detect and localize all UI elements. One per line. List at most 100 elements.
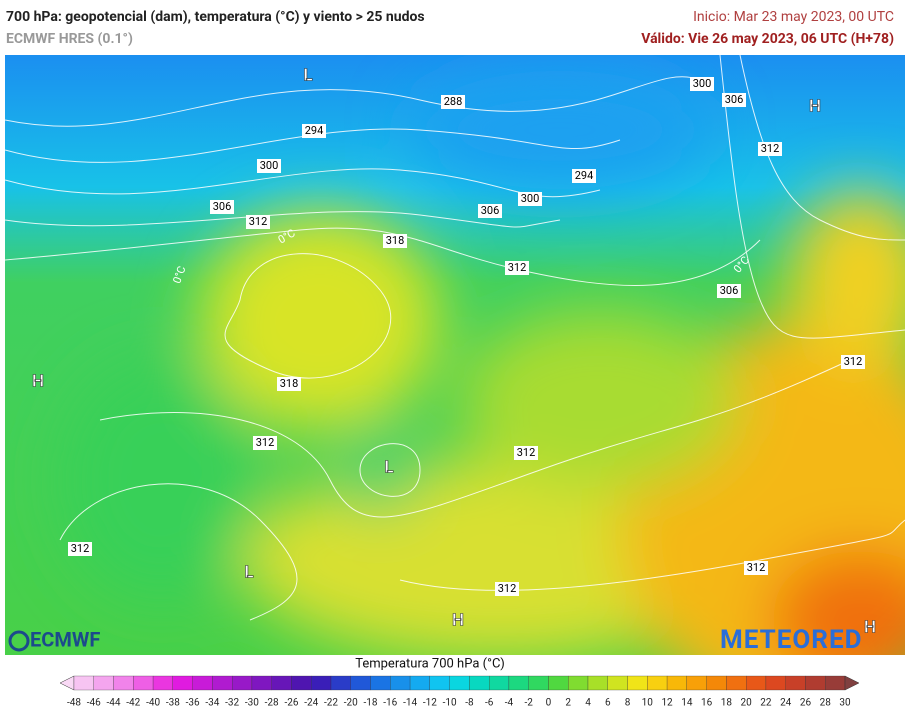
contour-label-box — [717, 284, 741, 298]
colorbar-box — [172, 675, 193, 691]
colorbar-tick-label: -42 — [126, 698, 140, 709]
colorbar-tick-label: -12 — [423, 698, 437, 709]
contour-label-box — [383, 234, 407, 248]
contour-label: 318 — [280, 377, 299, 390]
colorbar-tick-label: -10 — [443, 698, 457, 709]
contour-label-box — [722, 93, 746, 107]
contour-label: 288 — [444, 95, 463, 108]
colorbar-tick-label: 4 — [585, 698, 591, 709]
colorbar-tick-label: 24 — [780, 698, 792, 709]
colorbar-tick-label: -14 — [403, 698, 417, 709]
colorbar-box — [311, 675, 332, 691]
colorbar-box — [647, 675, 668, 691]
colorbar-box — [152, 675, 173, 691]
colorbar-tick-label: 30 — [839, 698, 851, 709]
contour-label: 312 — [498, 582, 517, 595]
contour-label-box — [478, 204, 502, 218]
pressure-center: L — [384, 457, 393, 477]
colorbar-box — [429, 675, 450, 691]
colorbar-box — [785, 675, 806, 691]
colorbar-box — [805, 675, 826, 691]
colorbar-box — [528, 675, 549, 691]
contour-label-box — [68, 542, 92, 556]
colorbar-box — [746, 675, 767, 691]
colorbar-box — [825, 675, 846, 691]
colorbar-box — [192, 675, 213, 691]
contour-label-box — [690, 77, 714, 91]
colorbar-box — [113, 675, 134, 691]
colorbar-box — [449, 675, 470, 691]
colorbar-tick-label: -36 — [186, 698, 200, 709]
contour-label-box — [744, 561, 768, 575]
colorbar-tick-label: 26 — [800, 698, 812, 709]
colorbar-tick-label: 6 — [605, 698, 611, 709]
logo-meteored: METEORED — [720, 625, 862, 655]
colorbar-over — [844, 675, 860, 691]
contour-label: 306 — [481, 204, 500, 217]
colorbar-tick-label: 12 — [661, 698, 673, 709]
contour-label: 294 — [575, 169, 594, 182]
colorbar-box — [568, 675, 589, 691]
colorbar-box — [73, 675, 94, 691]
colorbar-box — [765, 675, 786, 691]
colorbar-box — [627, 675, 648, 691]
contour-label: 312 — [517, 446, 536, 459]
contour-label-box — [257, 159, 281, 173]
contour-label-box — [210, 200, 234, 214]
contour-label: 306 — [720, 284, 739, 297]
colorbar-tick-label: -2 — [524, 698, 533, 709]
colorbar-tick-label: -20 — [344, 698, 358, 709]
contour-label-box — [505, 261, 529, 275]
contour-label: 306 — [725, 93, 744, 106]
colorbar-tick-label: 18 — [721, 698, 733, 709]
contour-label: 294 — [305, 124, 324, 137]
map-title: 700 hPa: geopotencial (dam), temperatura… — [6, 9, 425, 25]
colorbar-tick-label: 14 — [681, 698, 693, 709]
isotherm-label: 0°C — [170, 264, 188, 285]
colorbar-tick-label: -38 — [166, 698, 180, 709]
colorbar-under — [59, 675, 75, 691]
colorbar-tick-label: -24 — [304, 698, 318, 709]
colorbar-tick-label: -18 — [364, 698, 378, 709]
colorbar-tick-label: -32 — [225, 698, 239, 709]
colorbar-tick-label: 0 — [546, 698, 552, 709]
colorbar-tick-label: 16 — [701, 698, 713, 709]
colorbar-tick-label: -44 — [107, 698, 121, 709]
colorbar-tick-label: -34 — [205, 698, 219, 709]
logo-ecmwf: ECMWF — [30, 627, 100, 651]
init-time: Inicio: Mar 23 may 2023, 00 UTC — [693, 9, 894, 25]
colorbar-box — [212, 675, 233, 691]
colorbar-box — [587, 675, 608, 691]
colorbar-box — [469, 675, 490, 691]
pressure-center: H — [452, 610, 464, 630]
colorbar-box — [291, 675, 312, 691]
pressure-center: H — [809, 96, 821, 116]
colorbar-box — [232, 675, 253, 691]
colorbar-tick-label: 28 — [820, 698, 832, 709]
colorbar-tick-label: 8 — [625, 698, 631, 709]
colorbar-tick-label: -6 — [485, 698, 494, 709]
contour-label-box — [514, 446, 538, 460]
contour-label: 312 — [508, 261, 527, 274]
pressure-center: H — [864, 617, 876, 637]
contour-label-box — [572, 169, 596, 183]
colorbar-box — [548, 675, 569, 691]
colorbar-tick-label: -16 — [383, 698, 397, 709]
colorbar-box — [251, 675, 272, 691]
colorbar-tick-label: 2 — [565, 698, 571, 709]
model-name: ECMWF HRES (0.1°) — [6, 31, 133, 47]
contour-label: 300 — [521, 192, 540, 205]
pressure-center: L — [303, 65, 312, 85]
colorbar-box — [133, 675, 154, 691]
colorbar-box — [409, 675, 430, 691]
colorbar-tick-label: -40 — [146, 698, 160, 709]
contour-label: 312 — [761, 142, 780, 155]
colorbar-box — [686, 675, 707, 691]
colorbar-tick-label: 22 — [760, 698, 772, 709]
colorbar-tick-label: -22 — [324, 698, 338, 709]
logo-ecmwf-mark — [8, 630, 30, 652]
map-field — [5, 55, 905, 655]
contour-label-box — [758, 142, 782, 156]
contour-label-box — [302, 124, 326, 138]
